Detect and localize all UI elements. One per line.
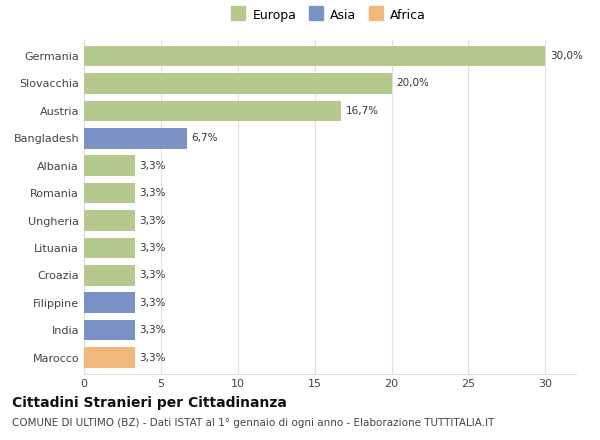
Bar: [84, 155, 135, 176]
Text: 3,3%: 3,3%: [139, 243, 166, 253]
Bar: [84, 265, 135, 286]
Bar: [84, 128, 187, 149]
Text: 3,3%: 3,3%: [139, 352, 166, 363]
Bar: [84, 320, 135, 341]
Bar: [84, 46, 545, 66]
Text: 30,0%: 30,0%: [550, 51, 583, 61]
Bar: [84, 238, 135, 258]
Text: 3,3%: 3,3%: [139, 325, 166, 335]
Text: 3,3%: 3,3%: [139, 161, 166, 171]
Bar: [84, 347, 135, 368]
Bar: [84, 293, 135, 313]
Text: 16,7%: 16,7%: [346, 106, 379, 116]
Text: COMUNE DI ULTIMO (BZ) - Dati ISTAT al 1° gennaio di ogni anno - Elaborazione TUT: COMUNE DI ULTIMO (BZ) - Dati ISTAT al 1°…: [12, 418, 494, 428]
Bar: [84, 183, 135, 203]
Bar: [84, 73, 392, 94]
Bar: [84, 210, 135, 231]
Text: 3,3%: 3,3%: [139, 270, 166, 280]
Text: 6,7%: 6,7%: [191, 133, 218, 143]
Legend: Europa, Asia, Africa: Europa, Asia, Africa: [229, 4, 431, 27]
Text: Cittadini Stranieri per Cittadinanza: Cittadini Stranieri per Cittadinanza: [12, 396, 287, 410]
Text: 3,3%: 3,3%: [139, 216, 166, 226]
Bar: [84, 101, 341, 121]
Text: 3,3%: 3,3%: [139, 298, 166, 308]
Text: 20,0%: 20,0%: [396, 78, 429, 88]
Text: 3,3%: 3,3%: [139, 188, 166, 198]
